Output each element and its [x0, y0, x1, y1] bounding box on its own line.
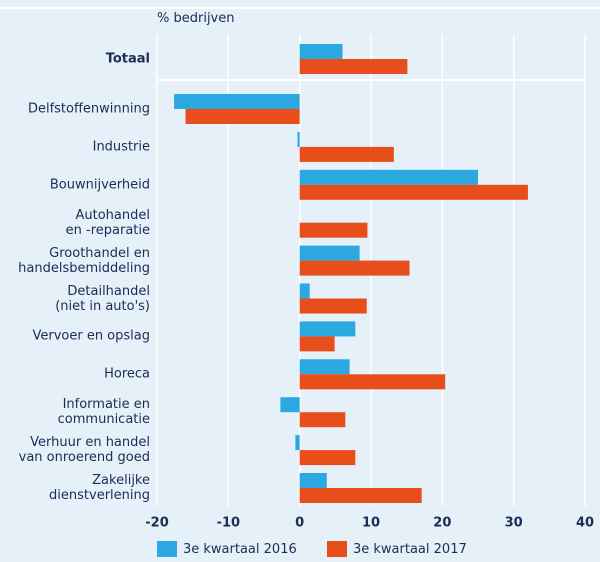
x-tick-label: 0: [295, 516, 304, 531]
category-label: Groothandel en handelsbemiddeling: [18, 245, 150, 276]
category-label: Bouwnijverheid: [49, 177, 150, 193]
x-tick-label: 30: [505, 516, 523, 531]
category-label: Horeca: [104, 366, 150, 382]
legend-label: 3e kwartaal 2017: [353, 541, 467, 557]
legend-label: 3e kwartaal 2016: [183, 541, 297, 557]
bar: [299, 374, 446, 390]
bar: [299, 321, 356, 337]
bar: [299, 359, 350, 375]
bar: [299, 488, 422, 503]
x-tick-label: -20: [145, 516, 169, 531]
bar: [299, 146, 394, 162]
category-label: Informatie en communicatie: [57, 397, 150, 428]
bar: [299, 169, 478, 185]
legend-swatch: [327, 541, 347, 557]
bar: [299, 222, 368, 238]
category-label: Vervoer en opslag: [32, 328, 150, 344]
x-tick-label: 40: [576, 516, 594, 531]
category-label: Industrie: [92, 139, 150, 155]
bar: [299, 44, 343, 59]
bar: [299, 412, 346, 428]
bar: [185, 109, 300, 124]
category-label: Delfstoffenwinning: [27, 101, 150, 117]
category-label: Totaal: [105, 51, 150, 67]
bar: [299, 260, 410, 276]
category-label: Zakelijke dienstverlening: [49, 473, 150, 503]
x-tick-label: 20: [433, 516, 451, 531]
bar: [299, 184, 528, 200]
category-label: Detailhandel (niet in auto's): [55, 283, 150, 314]
legend-swatch: [157, 541, 177, 557]
x-tick-label: -10: [217, 516, 241, 531]
bar: [299, 245, 360, 261]
bar: [299, 473, 327, 488]
x-tick-label: 10: [362, 516, 380, 531]
bar: [299, 336, 335, 352]
bar: [174, 94, 300, 109]
bar: [299, 298, 367, 314]
category-label: Autohandel en -reparatie: [65, 207, 150, 238]
bar: [299, 59, 408, 74]
legend-item: 3e kwartaal 2016: [157, 541, 297, 557]
bar: [299, 450, 356, 466]
bar: [280, 397, 300, 413]
legend-item: 3e kwartaal 2017: [327, 541, 467, 557]
bar: [297, 131, 300, 147]
axis-label: % bedrijven: [157, 11, 235, 26]
bar: [295, 435, 300, 451]
category-label: Verhuur en handel van onroerend goed: [18, 435, 150, 466]
bar: [299, 283, 310, 299]
